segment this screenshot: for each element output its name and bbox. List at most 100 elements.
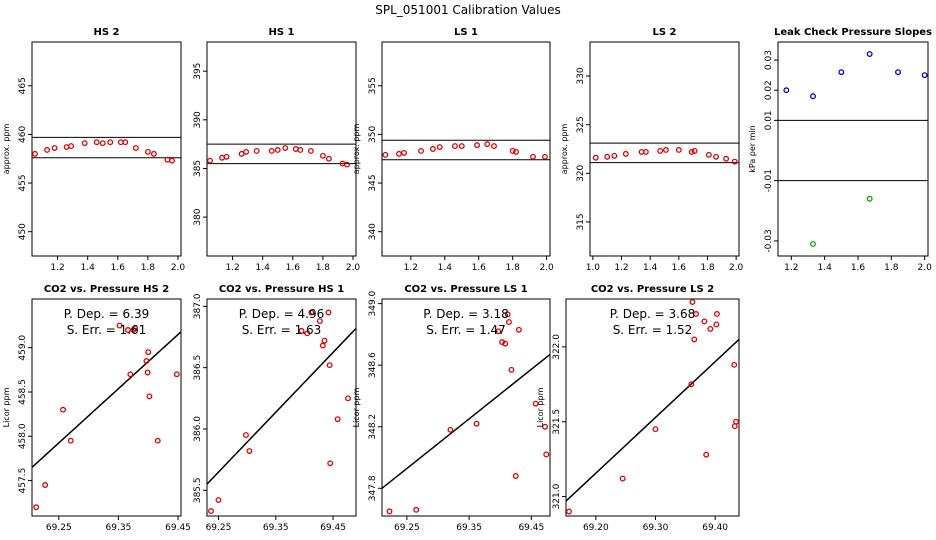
panel-hs2_reg: CO2 vs. Pressure HS 2 Licor ppm 69.25 69.35…: [2, 284, 191, 533]
data-point: [541, 153, 548, 160]
x-tick-label: 69.35: [106, 523, 132, 533]
p-dep-stat: P. Dep. = 3.68: [610, 307, 695, 321]
plot-frame: [777, 41, 929, 257]
y-tick-label: 325: [576, 116, 586, 133]
x-tick-label: 69.35: [263, 523, 289, 533]
y-tick-label: 395: [193, 63, 203, 80]
panel-ls2_reg: CO2 vs. Pressure LS 2 Licor ppm 69.20 69.30…: [536, 284, 740, 533]
data-point: [344, 161, 350, 168]
data-point: [327, 460, 334, 467]
y-axis-label: Licor ppm: [2, 387, 11, 427]
x-tick-label: 1.6: [851, 263, 866, 273]
y-axis-label: Licor ppm: [352, 387, 361, 427]
x-tick-label: 1.0: [586, 263, 601, 273]
x-tick-label: 69.20: [583, 523, 609, 533]
x-tick-label: 1.6: [672, 263, 687, 273]
data-point: [268, 147, 275, 154]
data-point: [307, 147, 314, 154]
data-point: [68, 143, 75, 150]
data-point: [473, 420, 480, 427]
x-tick-label: 69.25: [46, 523, 72, 533]
y-tick-label: -0.01: [764, 169, 774, 192]
y-tick-label: 465: [18, 77, 28, 94]
plot-frame: [31, 41, 182, 257]
y-axis-label: approx. ppm: [2, 124, 11, 175]
x-tick-label: 69.40: [702, 523, 728, 533]
y-tick-label: 385.5: [193, 477, 203, 503]
regression-line: [381, 353, 551, 489]
regression-line: [565, 338, 740, 502]
y-tick-label: 0.02: [764, 80, 774, 100]
x-tick-label: 1.8: [884, 263, 899, 273]
data-point: [298, 327, 305, 334]
s-err-stat: S. Err. = 1.52: [613, 323, 693, 337]
x-tick-label: 2.0: [171, 263, 186, 273]
data-point: [274, 147, 281, 153]
x-tick-label: 2.0: [346, 263, 361, 273]
data-point: [107, 139, 114, 146]
data-point: [693, 311, 699, 317]
x-tick-label: 1.8: [506, 263, 521, 273]
data-point: [838, 69, 845, 76]
data-point: [143, 358, 150, 364]
y-tick-label: 348.6: [368, 352, 378, 378]
data-point: [532, 400, 539, 407]
regression-line: [31, 331, 182, 468]
plot-frame: [381, 298, 551, 517]
x-tick-label: 2.0: [539, 263, 554, 273]
data-point: [132, 145, 139, 151]
data-point: [657, 147, 664, 154]
data-point: [458, 143, 465, 150]
y-tick-label: -0.03: [764, 229, 774, 252]
x-tick-label: 2.0: [918, 263, 933, 273]
data-point: [866, 51, 873, 58]
data-point: [321, 337, 328, 344]
x-tick-label: 1.8: [700, 263, 715, 273]
data-point: [292, 146, 299, 152]
data-point: [122, 139, 129, 146]
data-point: [713, 321, 720, 328]
plot-frame: [589, 41, 740, 257]
x-tick-label: 1.4: [643, 263, 658, 273]
data-point: [619, 475, 626, 482]
data-point: [515, 326, 522, 333]
data-point: [243, 148, 250, 155]
data-point: [208, 508, 214, 515]
data-point: [150, 150, 157, 157]
data-point: [146, 393, 153, 400]
data-point: [652, 426, 659, 433]
y-tick-label: 0.03: [764, 50, 774, 70]
y-tick-label: 450: [18, 223, 28, 240]
data-point: [452, 143, 458, 150]
x-tick-label: 1.8: [141, 263, 156, 273]
p-dep-stat: P. Dep. = 6.39: [64, 307, 149, 321]
regression-line: [206, 327, 357, 485]
data-point: [642, 148, 649, 155]
data-point: [282, 145, 289, 151]
data-point: [713, 311, 720, 317]
data-point: [325, 309, 332, 316]
plot-frame: [31, 298, 182, 517]
panel-title: HS 2: [93, 27, 119, 38]
data-point: [219, 154, 226, 161]
p-dep-stat: P. Dep. = 4.96: [239, 307, 324, 321]
y-tick-label: 349.0: [368, 290, 378, 316]
data-point: [611, 152, 618, 159]
data-point: [691, 147, 698, 154]
data-point: [44, 147, 51, 153]
data-point: [32, 150, 38, 157]
data-point: [116, 322, 123, 329]
data-point: [326, 362, 333, 369]
data-point: [319, 152, 326, 159]
y-tick-label: 355: [368, 77, 378, 94]
data-point: [504, 311, 511, 318]
y-tick-label: 385: [193, 160, 203, 177]
data-point: [688, 148, 695, 155]
x-tick-label: 1.4: [818, 263, 833, 273]
data-point: [810, 240, 816, 247]
data-point: [509, 147, 516, 154]
data-point: [921, 72, 928, 79]
data-point: [474, 142, 480, 149]
data-point: [436, 144, 443, 151]
x-tick-label: 2.0: [729, 263, 744, 273]
